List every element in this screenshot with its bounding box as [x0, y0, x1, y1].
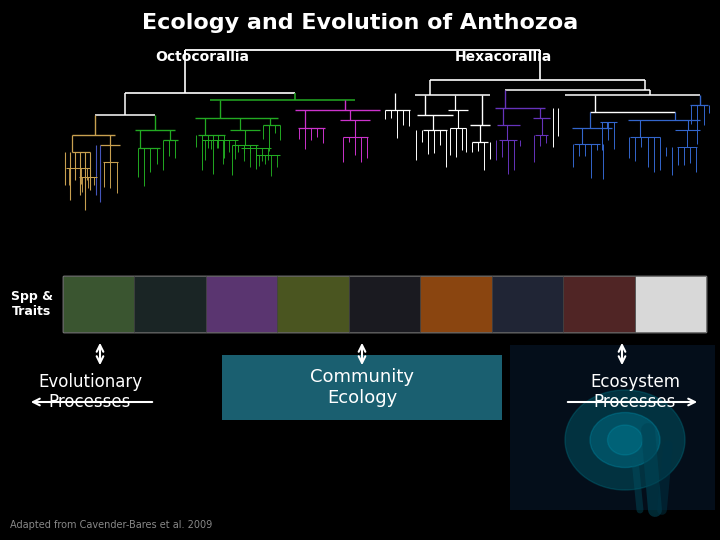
Bar: [563, 276, 634, 332]
Bar: [63, 276, 135, 332]
Bar: [63, 276, 706, 332]
Bar: [348, 276, 420, 332]
Text: Spp &
Traits: Spp & Traits: [11, 290, 53, 318]
Ellipse shape: [590, 413, 660, 468]
Text: Octocorallia: Octocorallia: [155, 50, 249, 64]
Bar: [420, 276, 492, 332]
Text: Ecology and Evolution of Anthozoa: Ecology and Evolution of Anthozoa: [142, 13, 578, 33]
Bar: [492, 276, 563, 332]
Bar: [277, 276, 348, 332]
Text: Hexacorallia: Hexacorallia: [455, 50, 552, 64]
Bar: [135, 276, 206, 332]
Ellipse shape: [608, 425, 642, 455]
Text: Adapted from Cavender-Bares et al. 2009: Adapted from Cavender-Bares et al. 2009: [10, 520, 212, 530]
Text: Evolutionary
Processes: Evolutionary Processes: [38, 373, 142, 411]
Bar: [510, 345, 715, 510]
Bar: [634, 276, 706, 332]
Text: Ecosystem
Processes: Ecosystem Processes: [590, 373, 680, 411]
Ellipse shape: [565, 390, 685, 490]
Bar: [206, 276, 277, 332]
Bar: [222, 355, 502, 420]
Text: Community
Ecology: Community Ecology: [310, 368, 414, 407]
